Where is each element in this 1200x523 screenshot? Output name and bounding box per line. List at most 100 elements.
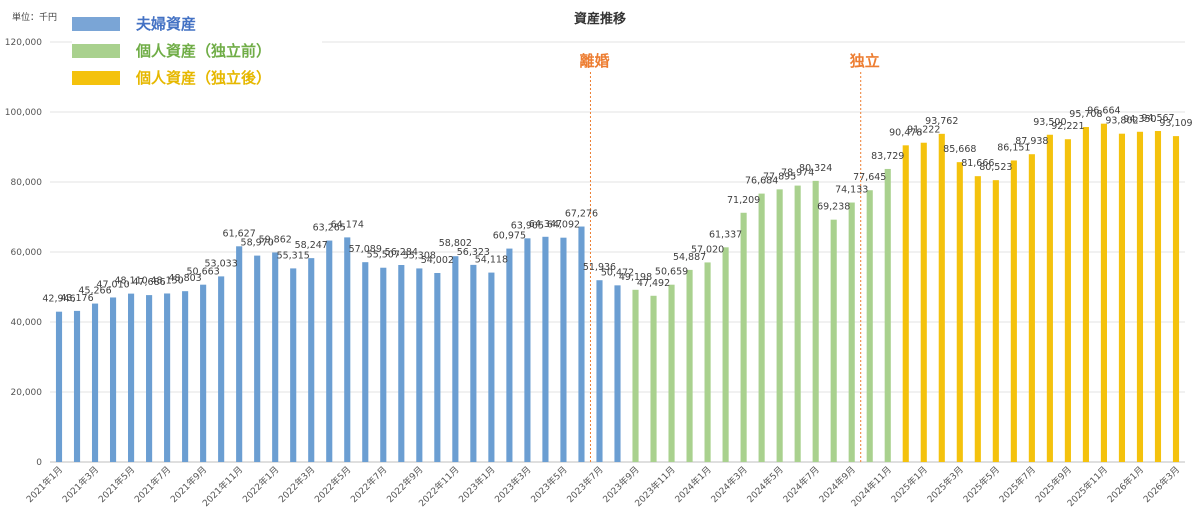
y-tick-label: 120,000	[5, 38, 42, 48]
data-label: 56,284	[385, 247, 418, 258]
data-label: 51,936	[583, 262, 616, 273]
data-label: 47,686	[132, 277, 165, 288]
data-label: 87,938	[1015, 136, 1048, 147]
x-tick-label: 2025年1月	[888, 464, 929, 505]
data-label: 64,092	[547, 220, 580, 231]
bar	[1172, 136, 1180, 462]
bar	[1028, 154, 1035, 463]
chart-title: 資産推移	[573, 12, 626, 27]
data-label: 61,627	[223, 228, 256, 239]
bar	[1100, 123, 1107, 463]
data-label: 58,802	[439, 238, 472, 249]
bar	[884, 168, 891, 463]
bar	[776, 189, 783, 462]
data-label: 76,684	[745, 176, 778, 187]
data-label: 56,323	[457, 247, 490, 258]
data-label: 77,645	[853, 172, 886, 183]
y-tick-label: 80,000	[11, 178, 43, 188]
data-label: 57,020	[691, 244, 724, 255]
data-label: 93,762	[925, 116, 958, 127]
y-tick-label: 0	[36, 458, 42, 468]
data-label: 80,523	[979, 162, 1012, 173]
bar	[128, 293, 135, 462]
bar	[974, 176, 981, 462]
y-tick-label: 40,000	[11, 318, 43, 328]
x-tick-label: 2026年3月	[1141, 464, 1182, 505]
bar	[272, 252, 279, 462]
data-label: 55,308	[403, 250, 436, 261]
bar	[830, 219, 837, 462]
bar	[146, 295, 153, 462]
bar	[200, 284, 207, 462]
bar	[614, 285, 621, 462]
bar	[704, 262, 711, 462]
data-label: 50,663	[187, 267, 220, 278]
data-label: 48,110	[114, 276, 147, 287]
data-label: 59,862	[259, 234, 292, 245]
legend-label: 個人資産（独立前）	[136, 42, 272, 60]
bar	[1082, 127, 1089, 462]
bar	[1010, 160, 1017, 462]
unit-label: 単位：千円	[12, 13, 58, 23]
x-tick-label: 2022年5月	[312, 464, 353, 505]
bar	[668, 284, 675, 462]
bar	[1136, 131, 1144, 462]
data-label: 60,975	[493, 231, 526, 242]
data-label: 63,265	[313, 223, 346, 234]
bar	[956, 162, 963, 463]
bar	[542, 236, 549, 462]
data-label: 85,668	[943, 144, 976, 155]
data-label: 83,729	[871, 151, 904, 162]
x-tick-label: 2022年3月	[276, 464, 317, 505]
data-label-layer: 42,94643,17645,26647,01048,11047,68648,1…	[42, 106, 1192, 305]
x-tick-label: 2021年3月	[60, 464, 101, 505]
data-label: 58,970	[241, 238, 274, 249]
bar	[740, 212, 747, 462]
legend-swatch	[72, 70, 120, 85]
data-label: 96,664	[1087, 106, 1120, 117]
bar	[344, 237, 351, 462]
data-label: 64,174	[331, 219, 364, 230]
x-tick-label: 2024年5月	[744, 464, 785, 505]
bar	[290, 268, 297, 462]
bar	[55, 311, 63, 462]
x-tick-label: 2022年1月	[240, 464, 281, 505]
bar	[452, 256, 459, 462]
x-tick-label: 2025年5月	[960, 464, 1001, 505]
data-label: 54,887	[673, 252, 706, 263]
bar	[1046, 134, 1053, 462]
bar	[236, 246, 243, 462]
bar	[686, 269, 693, 462]
legend-item-personal-before: 個人資産（独立前）	[72, 37, 322, 64]
bar-layer	[55, 123, 1180, 463]
bar	[596, 280, 603, 462]
x-tick-label: 2021年1月	[24, 464, 65, 505]
bar	[992, 180, 999, 462]
bar	[812, 180, 819, 462]
data-label: 61,337	[709, 229, 742, 240]
data-label: 54,118	[475, 255, 508, 266]
bar	[938, 133, 945, 462]
bar	[920, 142, 927, 462]
bar	[164, 293, 171, 462]
bar	[866, 190, 873, 462]
data-label: 55,315	[277, 250, 310, 261]
data-label: 50,659	[655, 267, 688, 278]
data-label: 67,276	[565, 209, 598, 220]
bar	[1118, 133, 1126, 462]
x-tick-label: 2024年7月	[780, 464, 821, 505]
bar	[758, 193, 765, 462]
data-label: 48,150	[150, 275, 183, 286]
data-label: 81,666	[961, 158, 994, 169]
data-label: 45,266	[78, 286, 111, 297]
x-tick-label: 2023年1月	[456, 464, 497, 505]
bar	[109, 297, 117, 462]
y-tick-label: 100,000	[5, 108, 42, 118]
bar	[650, 295, 657, 462]
bar	[488, 272, 495, 462]
data-label: 74,133	[835, 185, 868, 196]
data-label: 63,905	[511, 220, 544, 231]
data-label: 71,209	[727, 195, 760, 206]
x-tick-label: 2024年3月	[708, 464, 749, 505]
